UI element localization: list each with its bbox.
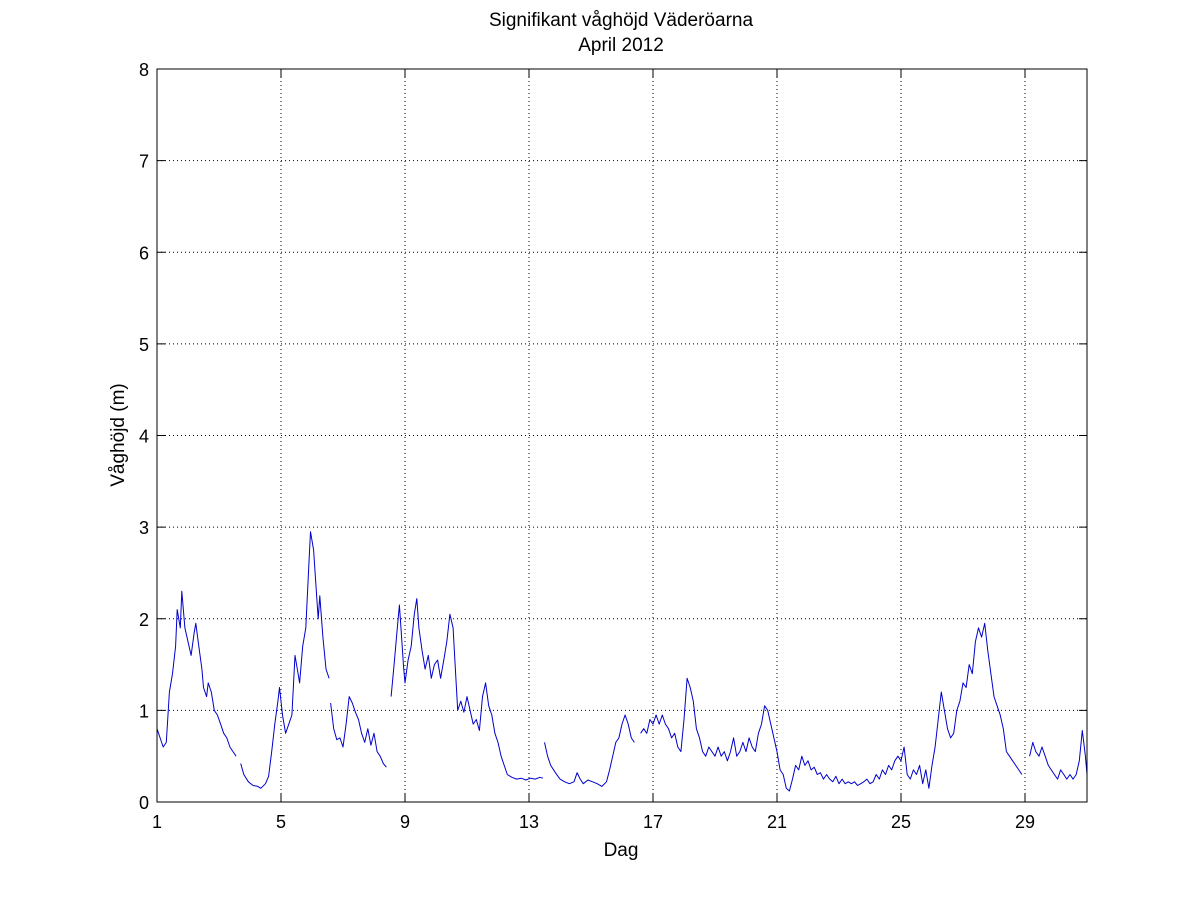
y-tick-label: 4: [139, 427, 149, 447]
y-tick-label: 8: [139, 60, 149, 80]
x-tick-label: 5: [276, 812, 286, 832]
y-tick-label: 0: [139, 793, 149, 813]
chart-subtitle: April 2012: [578, 35, 664, 56]
x-tick-label: 21: [767, 812, 787, 832]
x-tick-label: 17: [643, 812, 663, 832]
y-tick-label: 1: [139, 701, 149, 721]
wave-height-line-segment: [240, 531, 330, 789]
x-tick-label: 25: [891, 812, 911, 832]
chart-title: Signifikant våghöjd Väderöarna: [489, 10, 754, 31]
y-tick-label: 6: [139, 243, 149, 263]
x-axis-label: Dag: [604, 840, 639, 861]
x-tick-label: 1: [152, 812, 162, 832]
wave-height-line-segment: [156, 590, 237, 757]
y-axis-label: Våghöjd (m): [108, 383, 129, 487]
x-tick-label: 9: [400, 812, 410, 832]
data-series: [156, 531, 1088, 792]
y-tick-label: 2: [139, 610, 149, 630]
wave-height-line-segment: [640, 622, 1023, 792]
wave-height-line-segment: [1029, 730, 1088, 780]
grid: [157, 69, 1087, 802]
wave-height-line-segment: [390, 598, 544, 781]
y-tick-label: 5: [139, 335, 149, 355]
wave-height-line-segment: [330, 696, 387, 768]
wave-height-line-segment: [544, 714, 635, 787]
y-tick-label: 7: [139, 152, 149, 172]
y-tick-label: 3: [139, 518, 149, 538]
x-tick-label: 13: [519, 812, 539, 832]
x-tick-label: 29: [1015, 812, 1035, 832]
